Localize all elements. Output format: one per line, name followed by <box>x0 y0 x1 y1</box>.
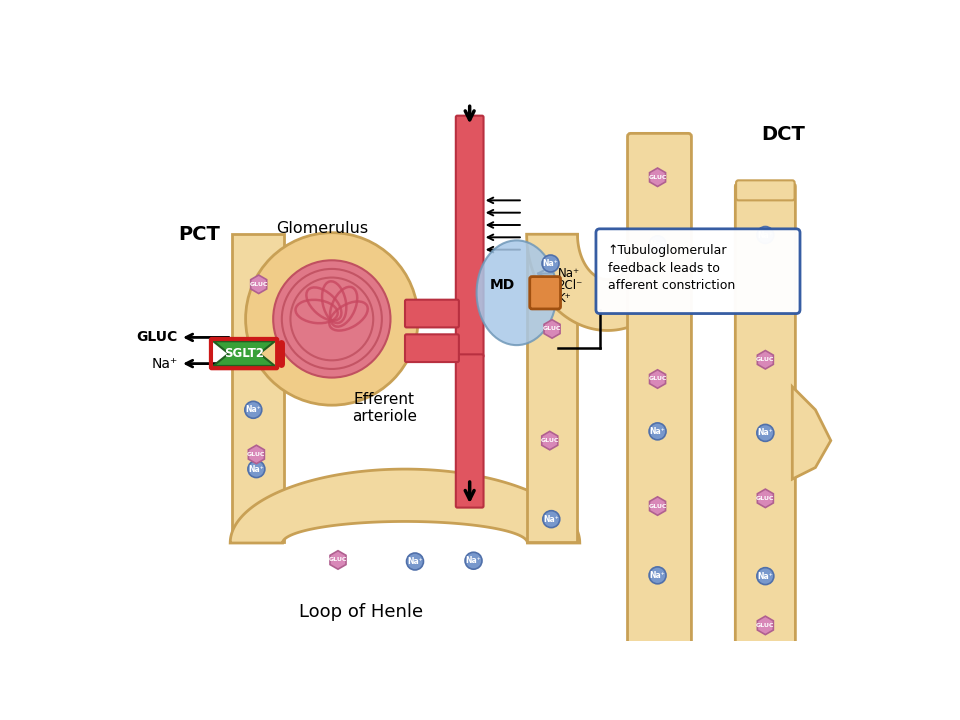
Text: GLUC: GLUC <box>136 330 178 344</box>
Polygon shape <box>230 469 580 543</box>
Circle shape <box>282 269 382 369</box>
Text: Na⁺: Na⁺ <box>650 240 665 248</box>
Polygon shape <box>544 320 560 338</box>
Polygon shape <box>541 431 558 450</box>
Text: GLUC: GLUC <box>756 496 775 501</box>
FancyBboxPatch shape <box>405 334 459 362</box>
Text: Na⁺: Na⁺ <box>757 428 773 437</box>
FancyBboxPatch shape <box>405 300 459 328</box>
Circle shape <box>756 567 774 585</box>
Circle shape <box>248 461 265 477</box>
Circle shape <box>291 277 373 360</box>
Text: Na⁺: Na⁺ <box>543 515 559 523</box>
Text: SGLT2i: SGLT2i <box>317 346 376 361</box>
Text: SGLT2: SGLT2 <box>224 347 264 360</box>
Text: K⁺: K⁺ <box>558 292 571 305</box>
Circle shape <box>649 423 666 440</box>
Text: Na⁺: Na⁺ <box>757 572 773 580</box>
Circle shape <box>246 233 419 405</box>
Polygon shape <box>792 387 830 479</box>
Text: GLUC: GLUC <box>648 175 667 180</box>
Polygon shape <box>650 497 665 516</box>
Text: GLUC: GLUC <box>250 282 268 287</box>
Text: Na⁺: Na⁺ <box>542 259 559 268</box>
Circle shape <box>649 235 666 253</box>
Text: GLUC: GLUC <box>756 623 775 628</box>
Text: Na⁺: Na⁺ <box>757 230 773 240</box>
FancyBboxPatch shape <box>628 133 691 644</box>
Text: Na⁺: Na⁺ <box>246 405 261 414</box>
Ellipse shape <box>476 240 557 345</box>
Text: Loop of Henle: Loop of Henle <box>299 603 423 621</box>
Text: GLUC: GLUC <box>648 377 667 382</box>
Text: Efferent
arteriole: Efferent arteriole <box>351 392 417 425</box>
Text: Na⁺: Na⁺ <box>407 557 422 566</box>
Text: 2Cl⁻: 2Cl⁻ <box>558 279 583 292</box>
Circle shape <box>245 401 262 418</box>
Circle shape <box>649 567 666 584</box>
Text: GLUC: GLUC <box>540 438 559 443</box>
Circle shape <box>756 227 774 243</box>
Circle shape <box>756 424 774 441</box>
Text: Na⁺: Na⁺ <box>152 356 178 371</box>
Polygon shape <box>251 275 267 294</box>
Circle shape <box>274 261 391 377</box>
Circle shape <box>542 510 560 528</box>
Text: Glomerulus: Glomerulus <box>276 221 369 236</box>
Polygon shape <box>527 234 578 542</box>
Text: Na⁺: Na⁺ <box>650 427 665 436</box>
Text: ↑Tubuloglomerular
feedback leads to
afferent constriction: ↑Tubuloglomerular feedback leads to affe… <box>608 244 734 292</box>
FancyBboxPatch shape <box>456 354 484 508</box>
Text: GLUC: GLUC <box>328 557 348 562</box>
Polygon shape <box>757 616 774 634</box>
Polygon shape <box>231 234 284 542</box>
Text: MD: MD <box>491 278 516 292</box>
Polygon shape <box>650 168 665 186</box>
Text: PCT: PCT <box>179 225 221 244</box>
Text: Na⁺: Na⁺ <box>650 571 665 580</box>
Polygon shape <box>757 351 774 369</box>
Polygon shape <box>527 234 688 330</box>
FancyBboxPatch shape <box>456 116 484 357</box>
Polygon shape <box>213 341 275 366</box>
Text: Na⁺: Na⁺ <box>466 557 481 565</box>
Circle shape <box>542 255 559 272</box>
FancyBboxPatch shape <box>530 276 561 309</box>
Circle shape <box>465 552 482 570</box>
Text: Na⁺: Na⁺ <box>558 267 580 280</box>
Text: GLUC: GLUC <box>756 357 775 362</box>
FancyBboxPatch shape <box>735 184 796 644</box>
Circle shape <box>406 553 423 570</box>
Text: GLUC: GLUC <box>648 503 667 508</box>
Polygon shape <box>249 445 264 464</box>
Text: DCT: DCT <box>761 125 805 143</box>
Text: Na⁺: Na⁺ <box>249 464 264 474</box>
Polygon shape <box>757 489 774 508</box>
FancyBboxPatch shape <box>596 229 800 313</box>
Polygon shape <box>330 551 346 570</box>
Text: GLUC: GLUC <box>542 326 562 331</box>
Text: GLUC: GLUC <box>247 452 266 457</box>
Polygon shape <box>650 370 665 388</box>
FancyBboxPatch shape <box>736 180 795 200</box>
